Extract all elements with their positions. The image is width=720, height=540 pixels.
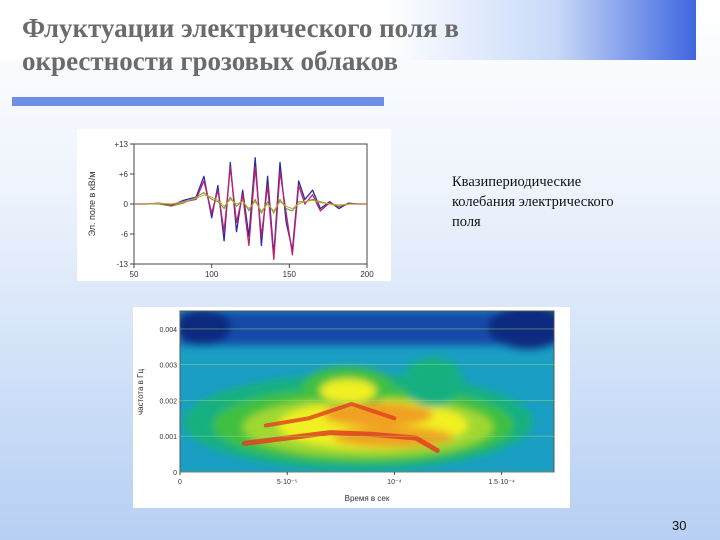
x-tick-label: 0 — [178, 479, 182, 486]
page-number: 30 — [672, 518, 687, 533]
y-tick-label: 0.001 — [159, 434, 177, 441]
title-underline — [12, 97, 384, 106]
field-oscillation-figure: Эл. поле в кВ/м +13 +6 0 -6 -13 50 100 150 200 — [77, 129, 391, 281]
ridge-lower — [241, 430, 440, 453]
caption-line-2: колебания электрического — [452, 194, 614, 210]
spectrogram-figure: 0.004 0.003 0.002 0.001 0 0 5·10⁻⁵ 10⁻⁴ 1.5·10⁻… — [133, 307, 570, 508]
y-tick-label: 0.002 — [159, 398, 177, 405]
figure-caption: Квазипериодические колебания электрическ… — [452, 172, 692, 232]
heat-dark-corner-left — [180, 311, 231, 345]
y-axis-label: Эл. поле в кВ/м — [87, 172, 97, 237]
field-oscillation-chart: Эл. поле в кВ/м +13 +6 0 -6 -13 50 100 150 200 — [87, 140, 374, 279]
y-tick-label: 0.004 — [159, 327, 177, 334]
y-tick-label: -13 — [116, 260, 128, 269]
heat-orange-region — [323, 403, 433, 427]
y-axis-label: частота в Гц — [136, 369, 145, 416]
y-tick-label: 0.003 — [159, 363, 177, 370]
title-line-1: Флуктуации электрического поля в — [22, 13, 459, 43]
caption-line-1: Квазипериодические — [452, 174, 582, 190]
heat-dark-corner — [488, 311, 554, 349]
slide-title: Флуктуации электрического поля в окрестн… — [22, 12, 459, 78]
x-tick-label: 1.5·10⁻⁴ — [488, 479, 515, 486]
x-axis-label: Время в сек — [345, 494, 390, 503]
ridge-upper — [263, 402, 397, 428]
x-tick-label: 150 — [283, 270, 297, 279]
series-line-4 — [134, 194, 367, 212]
y-tick-label: +6 — [119, 170, 129, 179]
x-tick-label: 5·10⁻⁵ — [277, 479, 298, 486]
y-tick-label: 0 — [124, 200, 129, 209]
heat-yellow-blob — [320, 379, 376, 403]
x-tick-label: 10⁻⁴ — [387, 479, 402, 486]
heat-teal-blob — [403, 357, 463, 407]
x-tick-label: 50 — [130, 270, 139, 279]
x-tick-label: 200 — [360, 270, 374, 279]
series-line-2 — [134, 166, 367, 261]
y-tick-label: 0 — [173, 470, 177, 477]
title-band — [0, 0, 696, 60]
y-tick-label: +13 — [114, 140, 128, 149]
title-line-2: окрестности грозовых облаков — [22, 46, 399, 76]
caption-line-3: поля — [452, 214, 481, 230]
y-tick-label: -6 — [121, 230, 129, 239]
spectrogram-chart: 0.004 0.003 0.002 0.001 0 0 5·10⁻⁵ 10⁻⁴ 1.5·10⁻… — [136, 310, 555, 503]
x-tick-label: 100 — [205, 270, 219, 279]
